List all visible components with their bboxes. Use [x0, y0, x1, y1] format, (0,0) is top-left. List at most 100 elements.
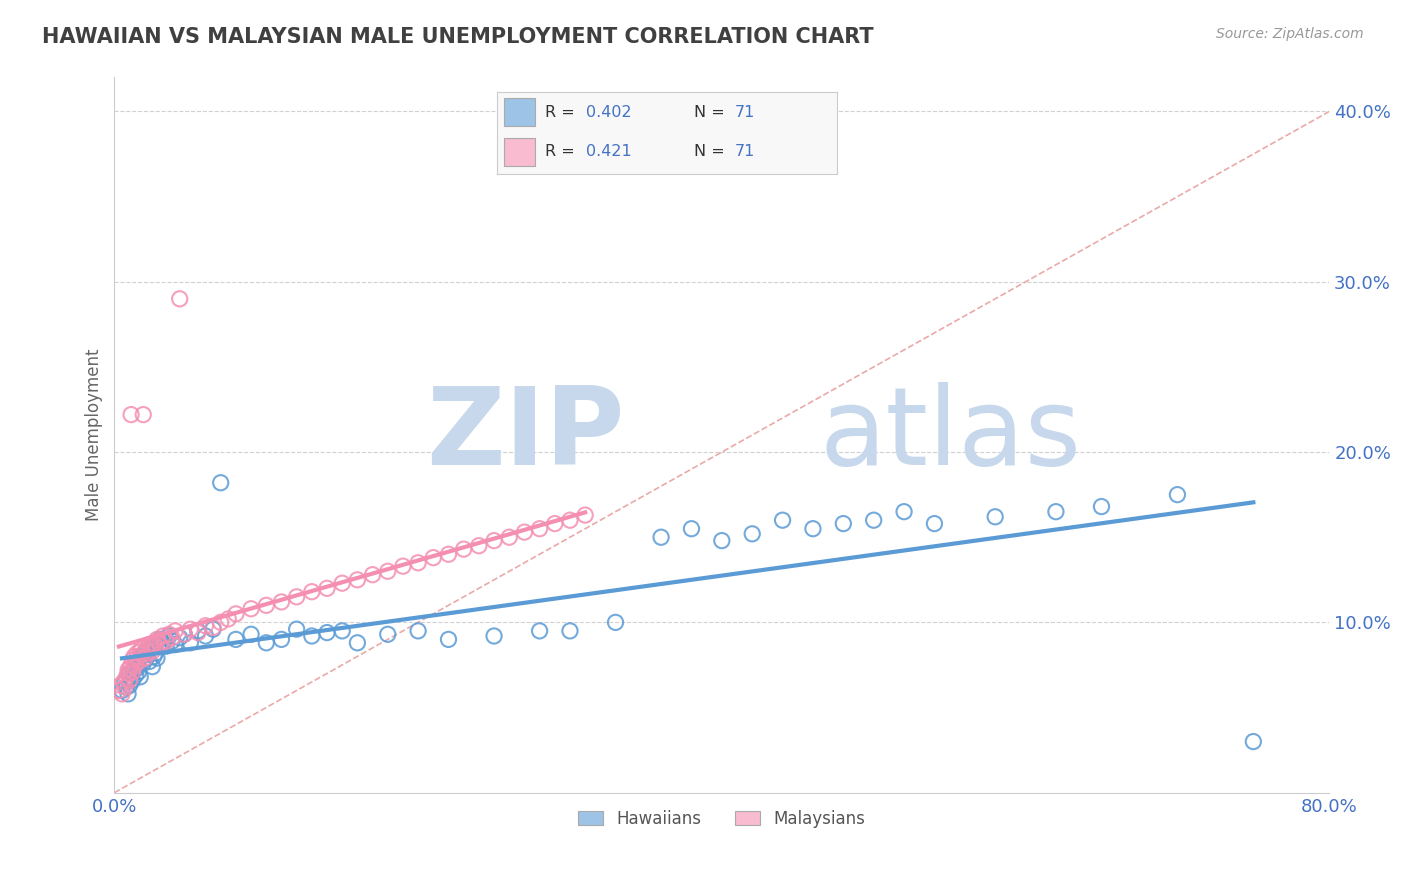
- Point: [741, 526, 763, 541]
- Point: [135, 642, 157, 657]
- Point: [127, 651, 149, 665]
- Point: [801, 522, 824, 536]
- Point: [148, 639, 170, 653]
- Point: [165, 624, 187, 638]
- Point: [121, 653, 143, 667]
- Point: [152, 629, 174, 643]
- Point: [124, 657, 146, 671]
- Point: [157, 629, 180, 643]
- Point: [893, 505, 915, 519]
- Point: [574, 508, 596, 522]
- Point: [122, 649, 145, 664]
- Point: [209, 475, 232, 490]
- Point: [1241, 734, 1264, 748]
- Point: [179, 622, 201, 636]
- Point: [544, 516, 567, 531]
- Point: [187, 624, 209, 638]
- Point: [377, 627, 399, 641]
- Point: [406, 624, 429, 638]
- Point: [127, 657, 149, 672]
- Point: [121, 673, 143, 688]
- Point: [330, 624, 353, 638]
- Point: [862, 513, 884, 527]
- Point: [129, 644, 152, 658]
- Point: [122, 663, 145, 677]
- Point: [142, 649, 165, 664]
- Point: [115, 670, 138, 684]
- Point: [392, 559, 415, 574]
- Point: [254, 599, 277, 613]
- Point: [285, 622, 308, 636]
- Point: [149, 638, 172, 652]
- Point: [131, 649, 153, 664]
- Point: [346, 636, 368, 650]
- Point: [377, 564, 399, 578]
- Point: [482, 533, 505, 548]
- Point: [145, 639, 167, 653]
- Point: [128, 655, 150, 669]
- Point: [558, 513, 581, 527]
- Point: [301, 584, 323, 599]
- Point: [202, 622, 225, 636]
- Point: [194, 629, 217, 643]
- Point: [453, 542, 475, 557]
- Point: [924, 516, 946, 531]
- Point: [650, 530, 672, 544]
- Point: [149, 632, 172, 647]
- Point: [117, 663, 139, 677]
- Point: [115, 680, 138, 694]
- Point: [498, 530, 520, 544]
- Point: [118, 673, 141, 688]
- Point: [160, 634, 183, 648]
- Point: [131, 640, 153, 655]
- Point: [110, 678, 132, 692]
- Point: [468, 539, 491, 553]
- Point: [254, 636, 277, 650]
- Point: [111, 687, 134, 701]
- Point: [139, 640, 162, 655]
- Point: [270, 595, 292, 609]
- Point: [202, 620, 225, 634]
- Point: [121, 665, 143, 679]
- Point: [118, 661, 141, 675]
- Point: [482, 629, 505, 643]
- Point: [142, 636, 165, 650]
- Point: [225, 607, 247, 621]
- Point: [437, 632, 460, 647]
- Point: [135, 651, 157, 665]
- Text: ZIP: ZIP: [426, 382, 624, 488]
- Point: [225, 632, 247, 647]
- Point: [187, 625, 209, 640]
- Point: [118, 678, 141, 692]
- Point: [605, 615, 627, 630]
- Point: [127, 646, 149, 660]
- Point: [173, 627, 195, 641]
- Point: [330, 576, 353, 591]
- Point: [194, 619, 217, 633]
- Text: Source: ZipAtlas.com: Source: ZipAtlas.com: [1216, 27, 1364, 41]
- Point: [316, 582, 339, 596]
- Point: [114, 675, 136, 690]
- Point: [285, 590, 308, 604]
- Point: [179, 636, 201, 650]
- Point: [270, 632, 292, 647]
- Point: [169, 631, 191, 645]
- Point: [832, 516, 855, 531]
- Legend: Hawaiians, Malaysians: Hawaiians, Malaysians: [572, 803, 872, 834]
- Point: [127, 661, 149, 675]
- Point: [558, 624, 581, 638]
- Point: [146, 632, 169, 647]
- Point: [209, 615, 232, 630]
- Point: [165, 638, 187, 652]
- Point: [136, 644, 159, 658]
- Point: [240, 601, 263, 615]
- Point: [301, 629, 323, 643]
- Point: [513, 525, 536, 540]
- Point: [157, 627, 180, 641]
- Point: [146, 651, 169, 665]
- Point: [529, 522, 551, 536]
- Point: [155, 639, 177, 653]
- Point: [138, 638, 160, 652]
- Point: [134, 651, 156, 665]
- Point: [124, 668, 146, 682]
